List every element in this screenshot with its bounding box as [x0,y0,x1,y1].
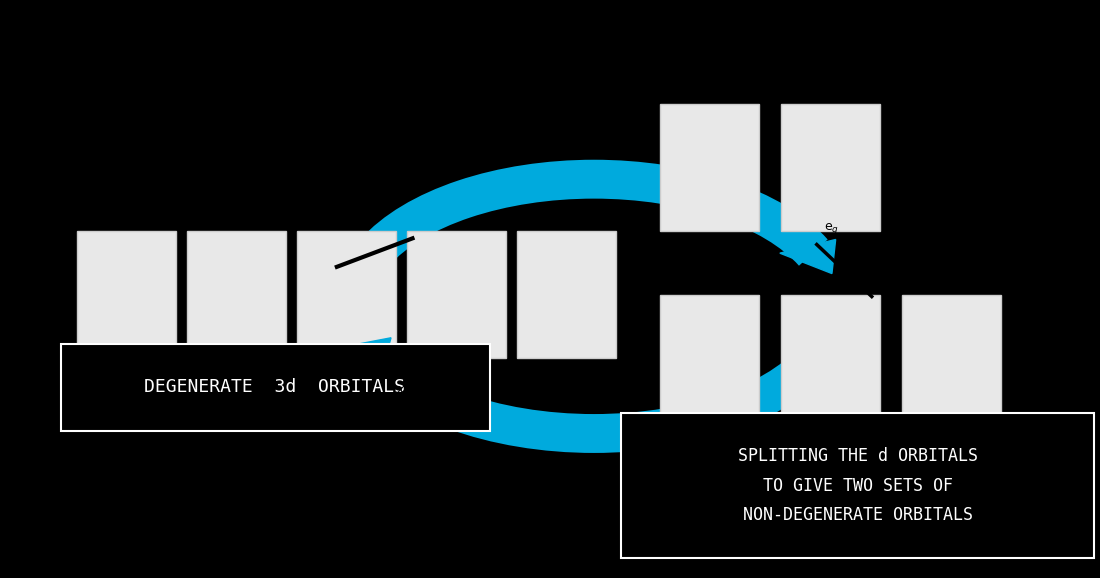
Text: DEGENERATE  3d  ORBITALS: DEGENERATE 3d ORBITALS [144,378,406,397]
FancyBboxPatch shape [660,295,759,422]
FancyBboxPatch shape [660,104,759,231]
FancyBboxPatch shape [407,231,506,358]
Text: x²–y²: x²–y² [396,383,427,396]
FancyBboxPatch shape [781,295,880,422]
Polygon shape [333,338,390,372]
FancyBboxPatch shape [297,231,396,358]
Polygon shape [780,239,836,273]
Text: SPLITTING THE d ORBITALS
TO GIVE TWO SETS OF
NON-DEGENERATE ORBITALS: SPLITTING THE d ORBITALS TO GIVE TWO SET… [738,447,978,524]
Text: e$_g$: e$_g$ [824,221,839,236]
FancyBboxPatch shape [781,104,880,231]
Text: d$_{xy}$: d$_{xy}$ [375,360,395,378]
FancyBboxPatch shape [60,344,490,431]
FancyBboxPatch shape [77,231,176,358]
FancyBboxPatch shape [902,295,1001,422]
FancyBboxPatch shape [621,413,1094,558]
FancyBboxPatch shape [517,231,616,358]
FancyBboxPatch shape [187,231,286,358]
